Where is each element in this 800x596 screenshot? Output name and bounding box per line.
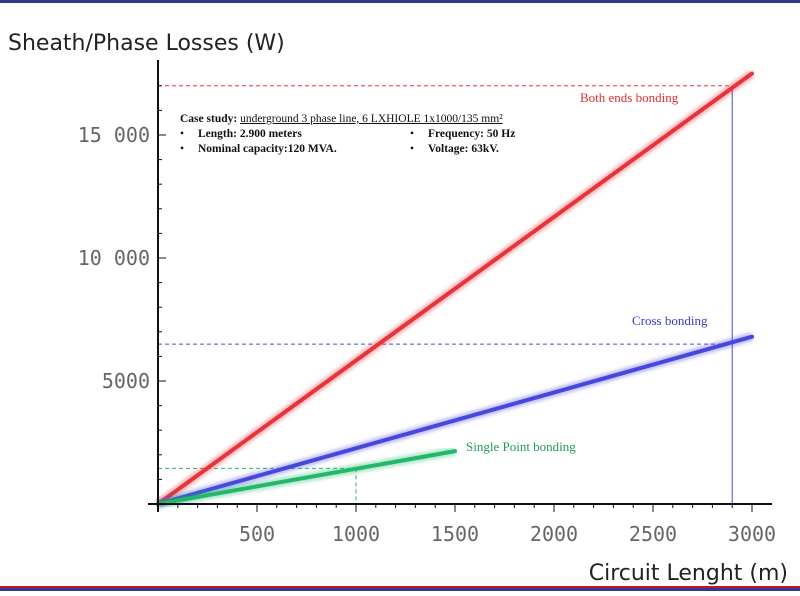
x-tick-label: 1500 <box>431 522 479 546</box>
series-label-0: Both ends bonding <box>580 90 679 105</box>
top-rule <box>0 0 800 3</box>
x-axis-label: Circuit Lenght (m) <box>589 561 788 586</box>
voltage-item: Voltage: 63kV. <box>410 142 570 157</box>
series-line-1 <box>156 334 754 506</box>
x-tick-label: 500 <box>239 522 275 546</box>
case-study-description: underground 3 phase line, 6 LXHIOLE 1x10… <box>240 113 503 125</box>
y-tick-label: 10 000 <box>78 246 150 270</box>
capacity-item: Nominal capacity:120 MVA. <box>180 142 410 157</box>
frequency-item: Frequency: 50 Hz <box>410 127 570 142</box>
case-study-title: Case study: underground 3 phase line, 6 … <box>180 112 570 127</box>
case-study-box: Case study: underground 3 phase line, 6 … <box>180 112 570 157</box>
series-label-2: Single Point bonding <box>466 439 576 454</box>
y-tick-label: 5000 <box>102 369 150 393</box>
series-line-2 <box>156 449 457 506</box>
bottom-rule <box>0 586 800 591</box>
x-tick-label: 2000 <box>530 522 578 546</box>
x-tick-label: 3000 <box>728 522 776 546</box>
case-study-label: Case study: <box>180 113 238 125</box>
x-tick-label: 1000 <box>332 522 380 546</box>
series-label-1: Cross bonding <box>632 313 708 328</box>
x-tick-label: 2500 <box>629 522 677 546</box>
y-axis-label: Sheath/Phase Losses (W) <box>8 31 285 56</box>
y-tick-label: 15 000 <box>78 123 150 147</box>
length-item: Length: 2.900 meters <box>180 127 410 142</box>
series-line-0 <box>156 71 754 506</box>
